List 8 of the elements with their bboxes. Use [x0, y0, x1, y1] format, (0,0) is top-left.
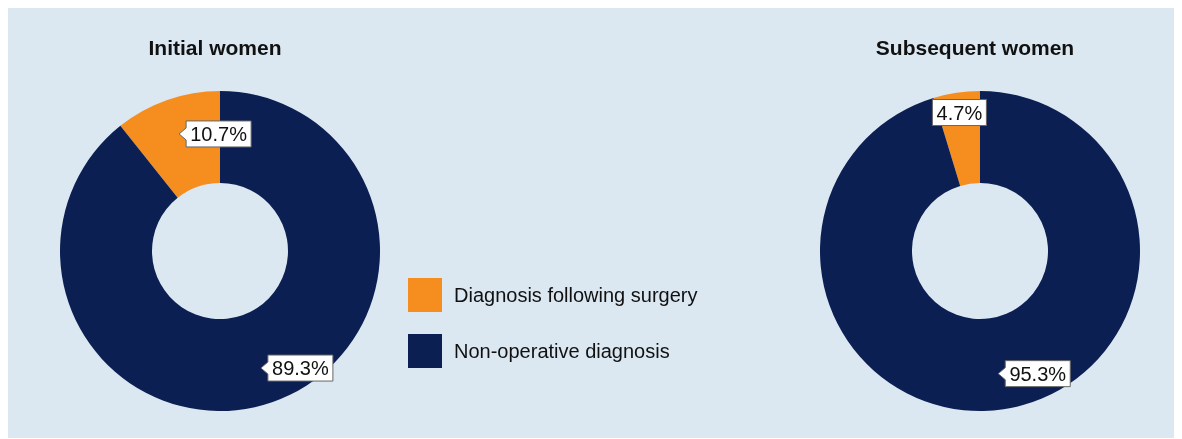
slice-label: Initial women — [147, 36, 283, 60]
legend-label: Diagnosis following surgery — [454, 283, 698, 307]
slice-label: Subsequent women — [874, 36, 1076, 60]
legend-label: Non-operative diagnosis — [454, 339, 670, 363]
data-label: 10.7% — [190, 122, 248, 145]
data-label: 95.3% — [1009, 362, 1067, 385]
data-label: 89.3% — [272, 357, 329, 380]
data-label: 4.7% — [936, 101, 983, 124]
